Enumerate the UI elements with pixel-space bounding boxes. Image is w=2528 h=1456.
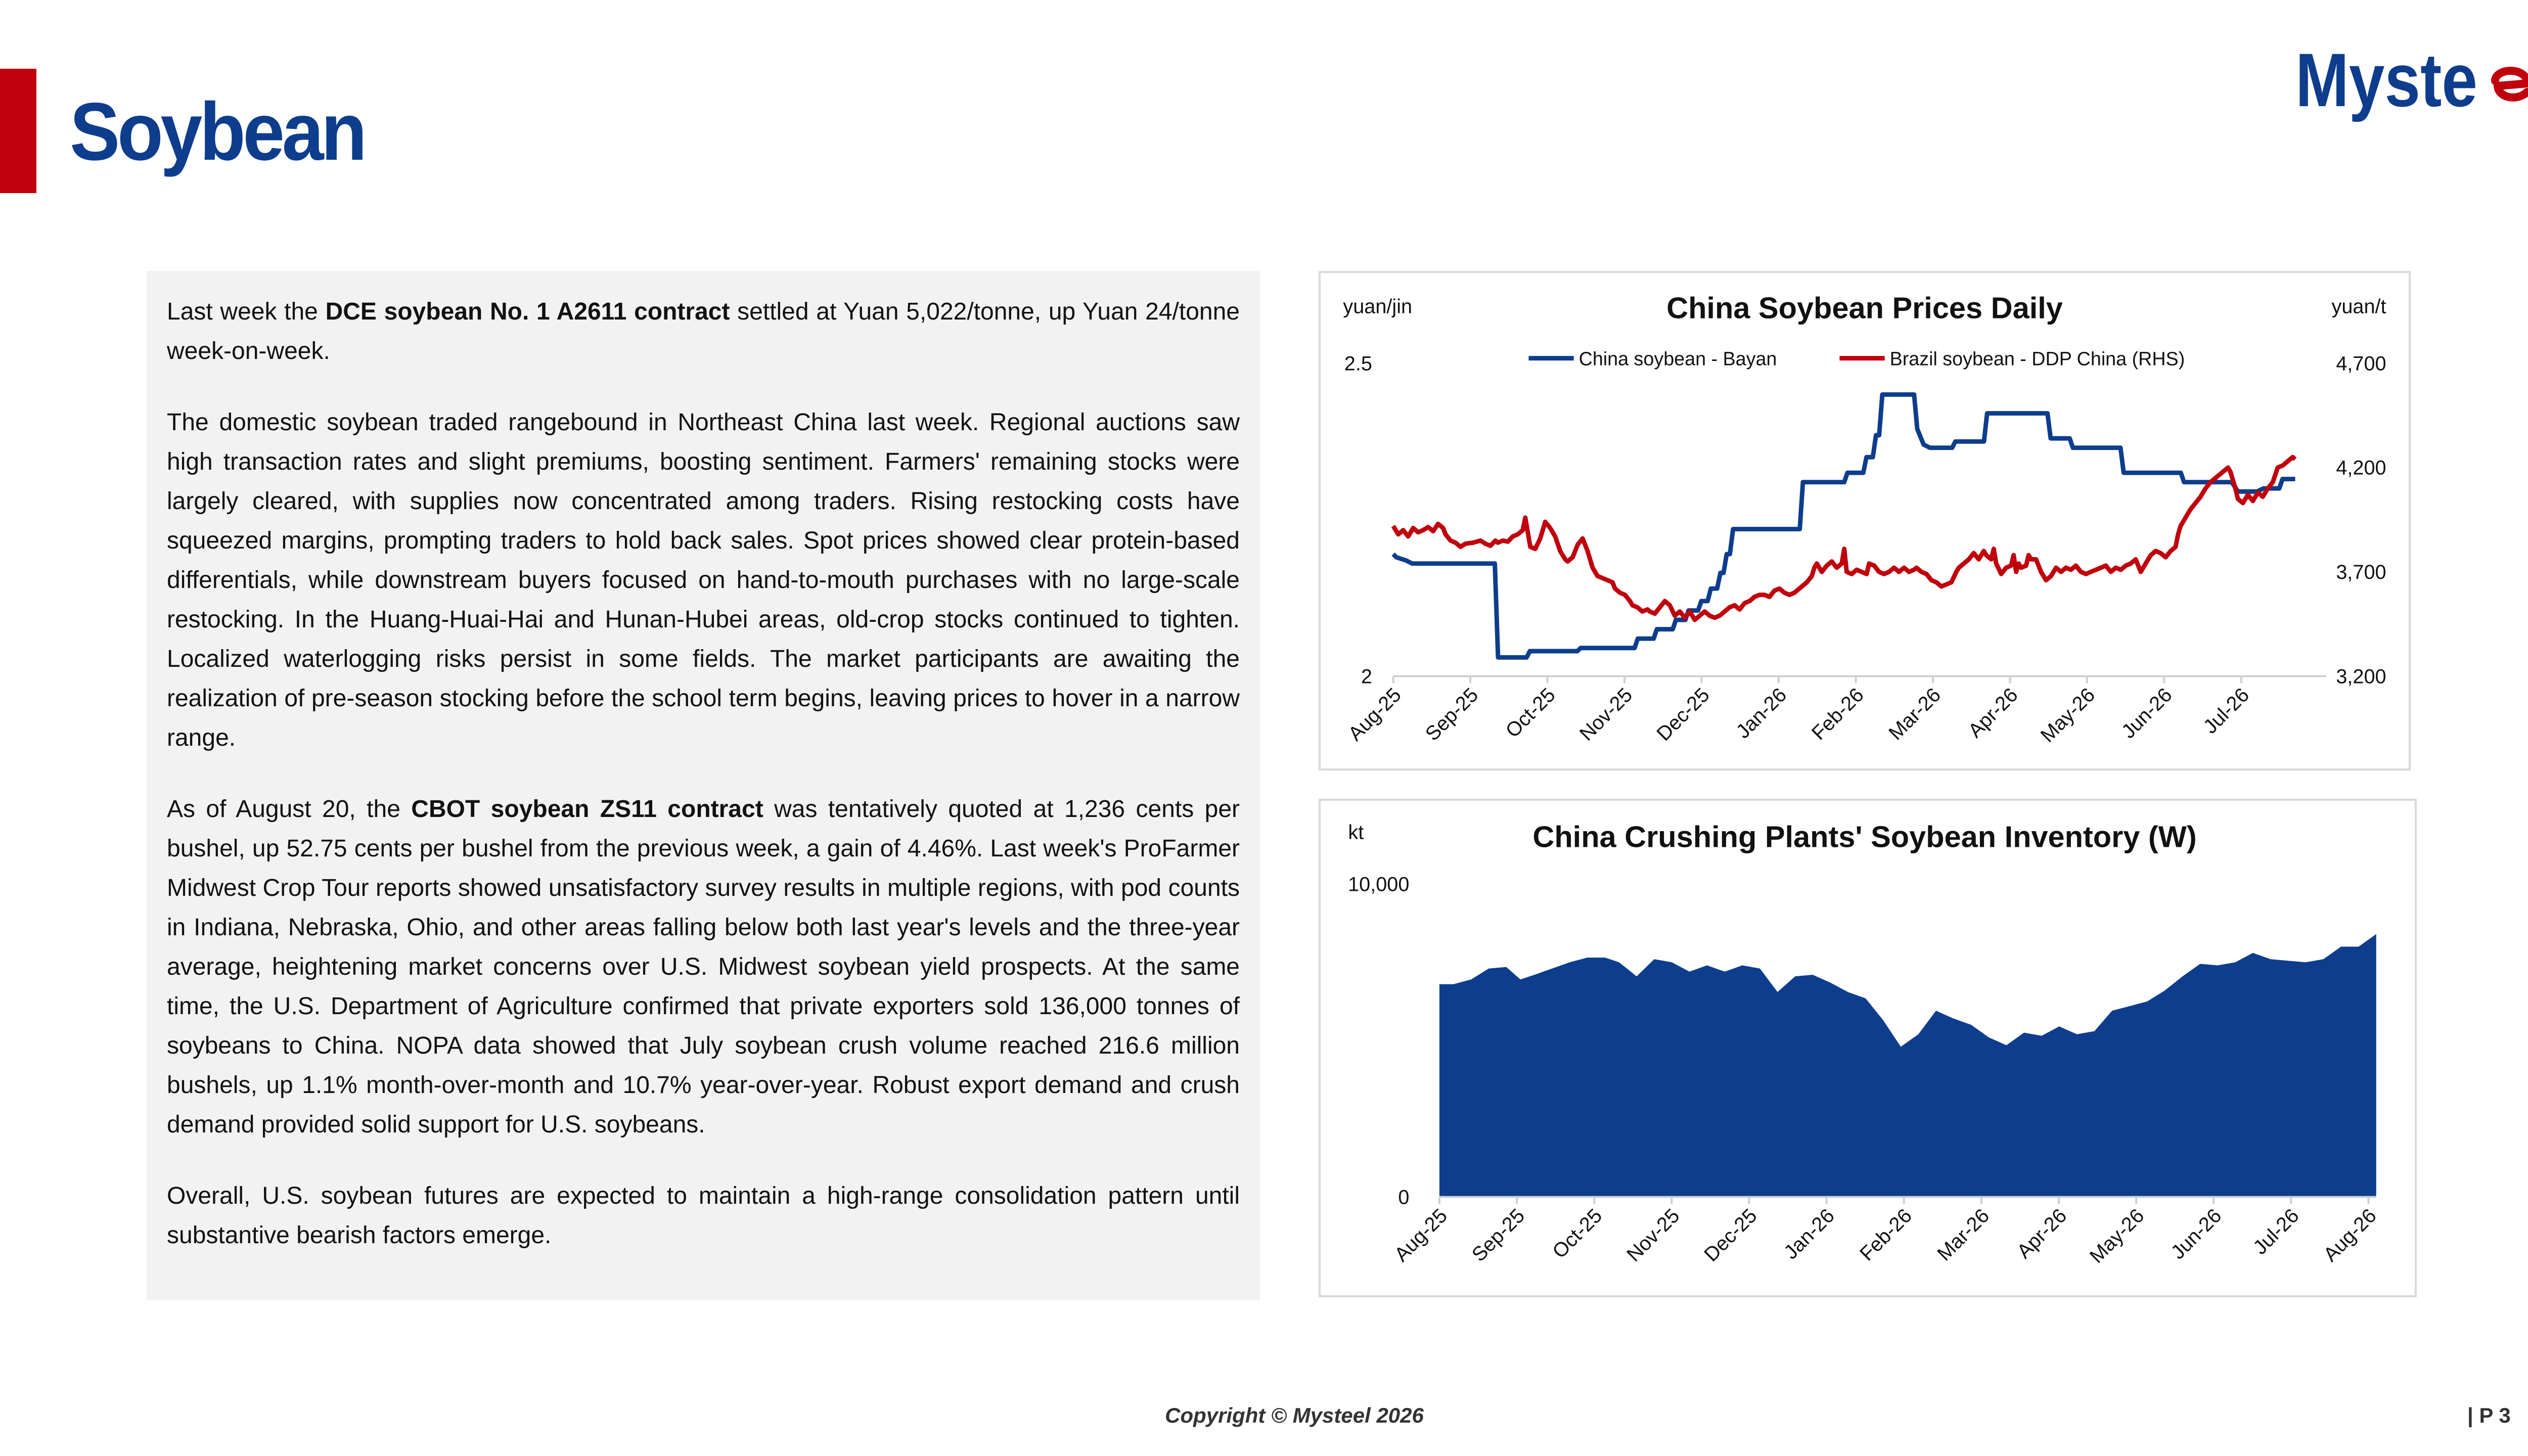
- legend-label-bayan: China soybean - Bayan: [1579, 348, 1777, 370]
- x-tick-label: Feb-26: [1856, 1205, 1916, 1265]
- chart-soybean-inventory-svg: China Crushing Plants' Soybean Inventory…: [1348, 820, 2381, 1268]
- paragraph-cbot: As of August 20, the CBOT soybean ZS11 c…: [167, 790, 1240, 1145]
- logo-text-main: Myste: [2295, 46, 2477, 122]
- x-tick-label: Jun-26: [2167, 1205, 2226, 1264]
- mysteel-logo: Myste l: [2295, 46, 2528, 122]
- y-right-tick-label: 3,200: [2336, 665, 2386, 688]
- x-tick-label: Jan-26: [1780, 1205, 1839, 1264]
- chart-title: China Crushing Plants' Soybean Inventory…: [1532, 820, 2196, 853]
- x-tick-label: Jul-26: [2249, 1205, 2303, 1259]
- paragraph-domestic: The domestic soybean traded rangebound i…: [167, 409, 1240, 751]
- logo-e-swirl-icon: [2491, 67, 2528, 102]
- x-tick-label: May-26: [2086, 1205, 2149, 1268]
- y-right-tick-label: 3,700: [2336, 561, 2386, 583]
- page-title: Soybean: [70, 86, 367, 177]
- y-left-tick-label: 2.5: [1344, 352, 1372, 375]
- y-left-tick-label: 2: [1361, 665, 1372, 688]
- x-tick-label: Mar-26: [1884, 684, 1945, 744]
- commentary-panel: Last week the DCE soybean No. 1 A2611 co…: [147, 271, 1260, 1300]
- paragraph-dce: Last week the DCE soybean No. 1 A2611 co…: [167, 292, 1240, 371]
- x-tick-label: Aug-25: [1344, 684, 1406, 745]
- chart-soybean-inventory: China Crushing Plants' Soybean Inventory…: [1319, 799, 2417, 1297]
- chart-title: China Soybean Prices Daily: [1666, 291, 2063, 325]
- x-tick-label: Apr-26: [1964, 684, 2022, 742]
- y-tick-label: 0: [1398, 1186, 1409, 1208]
- y-axis-left-label: yuan/jin: [1343, 295, 1412, 317]
- x-tick-label: Jun-26: [2117, 684, 2177, 743]
- series-line-brazil: [1391, 454, 2297, 622]
- x-tick-label: Apr-26: [2013, 1205, 2071, 1263]
- x-tick-label: Mar-26: [1933, 1205, 1994, 1265]
- y-tick-label: 10,000: [1348, 874, 1409, 896]
- x-tick-label: Nov-25: [1622, 1205, 1684, 1266]
- chart-soybean-prices: China Soybean Prices Daily yuan/jin yuan/t…: [1319, 271, 2411, 770]
- p1-text-b: settled at Yuan 5,022/tonne, up Yuan 24/…: [167, 298, 1240, 365]
- page-number: | P 3: [2467, 1403, 2511, 1427]
- chart-soybean-prices-svg: China Soybean Prices Daily yuan/jin yuan/t…: [1343, 291, 2386, 747]
- p3-text-a: As of August 20, the: [167, 796, 412, 823]
- x-tick-label: Aug-26: [2319, 1205, 2381, 1266]
- x-tick-label: May-26: [2036, 684, 2099, 747]
- inventory-area: [1439, 934, 2376, 1197]
- logo-text-end: l: [2525, 46, 2528, 122]
- p3-bold: CBOT soybean ZS11 contract: [411, 796, 763, 823]
- y-right-tick-label: 4,200: [2336, 457, 2386, 479]
- paragraph-outlook: Overall, U.S. soybean futures are expect…: [167, 1182, 1240, 1249]
- series-line-bayan: [1391, 392, 2295, 660]
- x-tick-label: Nov-25: [1575, 684, 1637, 745]
- x-tick-label: Dec-25: [1652, 684, 1714, 745]
- x-tick-label: Jan-26: [1732, 684, 1791, 743]
- y-axis-right-label: yuan/t: [2332, 295, 2386, 317]
- x-tick-label: Oct-25: [1502, 684, 1560, 742]
- x-tick-label: Oct-25: [1548, 1205, 1606, 1263]
- x-tick-label: Jul-26: [2199, 684, 2253, 738]
- p3-text-b: was tentatively quoted at 1,236 cents pe…: [167, 796, 1240, 1138]
- p1-bold: DCE soybean No. 1 A2611 contract: [325, 298, 730, 325]
- title-accent-bar: [0, 69, 36, 193]
- x-tick-label: Feb-26: [1808, 684, 1868, 744]
- legend-label-brazil: Brazil soybean - DDP China (RHS): [1890, 348, 2185, 370]
- copyright-notice: Copyright © Mysteel 2026: [1165, 1403, 1424, 1427]
- x-tick-label: Sep-25: [1421, 684, 1483, 745]
- x-tick-label: Aug-25: [1390, 1205, 1452, 1266]
- y-axis-label: kt: [1348, 821, 1364, 843]
- x-tick-label: Sep-25: [1468, 1205, 1529, 1266]
- p1-text-a: Last week the: [167, 298, 326, 325]
- y-right-tick-label: 4,700: [2336, 352, 2386, 375]
- x-tick-label: Dec-25: [1700, 1205, 1762, 1266]
